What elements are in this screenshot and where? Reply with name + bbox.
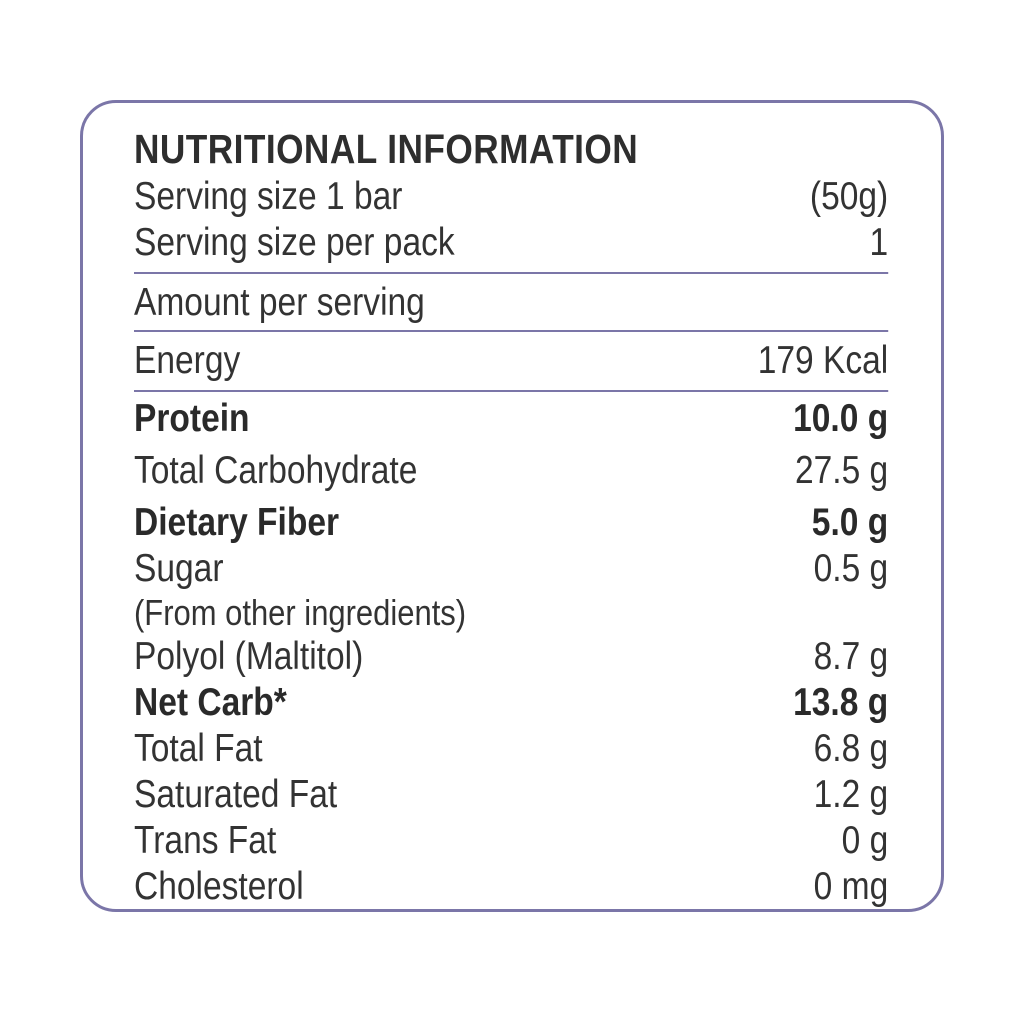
nutrition-label: NUTRITIONAL INFORMATION Serving size 1 b… xyxy=(134,124,889,910)
energy-row: Energy 179 Kcal xyxy=(134,338,888,384)
nutrient-row-dietary-fiber: Dietary Fiber 5.0 g xyxy=(134,500,888,546)
nutrient-label: Protein xyxy=(134,397,250,440)
nutrient-label: Cholesterol xyxy=(134,865,304,908)
servings-per-pack-value: 1 xyxy=(869,221,889,264)
servings-per-pack-label: Serving size per pack xyxy=(134,221,455,264)
nutrient-value: 13.8 g xyxy=(793,681,889,724)
nutrient-label: Polyol (Maltitol) xyxy=(134,635,364,678)
nutrient-value: 5.0 g xyxy=(811,501,889,544)
nutrient-label: Sugar xyxy=(134,547,224,590)
nutrient-label: Trans Fat xyxy=(134,819,277,862)
divider xyxy=(134,272,889,274)
energy-value: 179 Kcal xyxy=(757,339,889,382)
nutrient-label: Total Fat xyxy=(134,727,263,770)
sugar-note: (From other ingredients) xyxy=(134,592,467,633)
nutrient-row-total-fat: Total Fat 6.8 g xyxy=(134,726,888,772)
nutrient-value: 8.7 g xyxy=(813,635,889,678)
nutrient-label: Saturated Fat xyxy=(134,773,338,816)
amount-per-serving-label: Amount per serving xyxy=(134,281,425,324)
nutrient-label: Dietary Fiber xyxy=(134,501,340,544)
serving-size-label: Serving size 1 bar xyxy=(134,175,403,218)
serving-size-row: Serving size 1 bar (50g) xyxy=(134,174,888,220)
nutrient-value: 10.0 g xyxy=(793,397,889,440)
nutrient-row-trans-fat: Trans Fat 0 g xyxy=(134,818,888,864)
nutrient-row-total-carbohydrate: Total Carbohydrate 27.5 g xyxy=(134,448,888,494)
nutrition-label-frame xyxy=(80,100,944,912)
nutrient-value: 1.2 g xyxy=(813,773,889,816)
nutrient-value: 0 g xyxy=(841,819,889,862)
amount-per-serving-row: Amount per serving xyxy=(134,280,888,326)
divider xyxy=(134,330,889,332)
divider xyxy=(134,390,889,392)
nutrient-label: Total Carbohydrate xyxy=(134,449,418,492)
servings-per-pack-row: Serving size per pack 1 xyxy=(134,220,888,266)
nutrient-row-cholesterol: Cholesterol 0 mg xyxy=(134,864,888,910)
nutrient-value: 27.5 g xyxy=(794,449,889,492)
nutrient-value: 0.5 g xyxy=(813,547,889,590)
nutrient-row-saturated-fat: Saturated Fat 1.2 g xyxy=(134,772,888,818)
nutrient-row-sugar: Sugar 0.5 g xyxy=(134,546,888,592)
nutrient-row-polyol: Polyol (Maltitol) 8.7 g xyxy=(134,634,888,680)
nutrient-row-net-carb: Net Carb* 13.8 g xyxy=(134,680,888,726)
nutrient-value: 6.8 g xyxy=(813,727,889,770)
nutrient-label: Net Carb* xyxy=(134,681,287,724)
nutrient-row-protein: Protein 10.0 g xyxy=(134,396,888,442)
label-title: NUTRITIONAL INFORMATION xyxy=(134,126,639,172)
nutrient-value: 0 mg xyxy=(813,865,889,908)
energy-label: Energy xyxy=(134,339,241,382)
serving-size-value: (50g) xyxy=(809,175,889,218)
